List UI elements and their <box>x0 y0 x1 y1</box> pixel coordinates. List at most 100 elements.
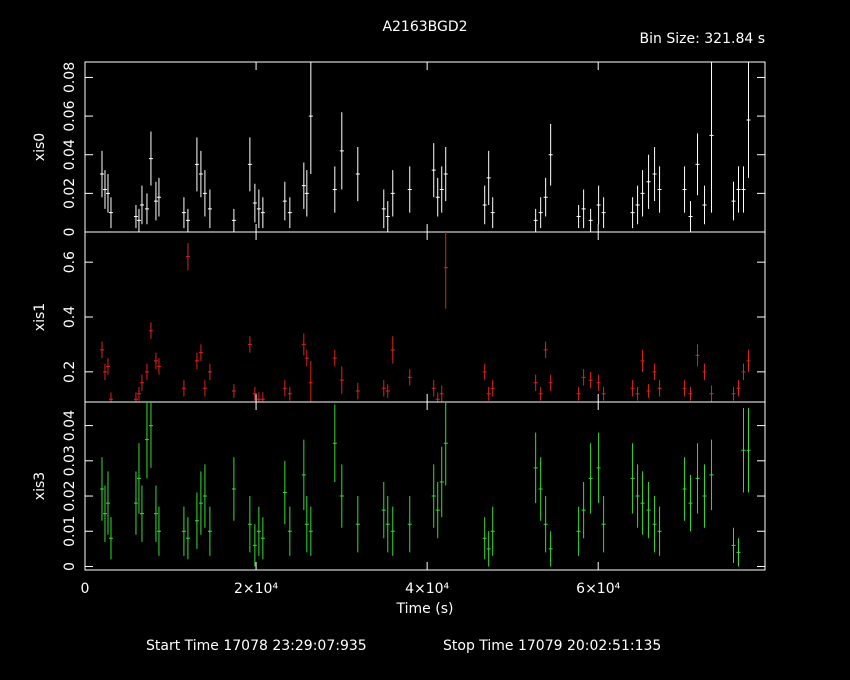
error-bar-point <box>709 385 714 402</box>
error-bar-point <box>482 185 487 225</box>
error-bar-point <box>304 349 309 367</box>
error-bar-point <box>533 374 538 392</box>
error-bar-point <box>148 322 153 339</box>
error-bar-point <box>490 506 495 556</box>
error-bar-point <box>646 481 651 539</box>
error-bar-point <box>231 457 236 521</box>
error-bar-point <box>256 506 261 556</box>
error-bar-point <box>252 524 257 567</box>
error-bar-point <box>194 492 199 549</box>
error-bar-point <box>490 380 495 397</box>
error-bar-point <box>407 166 412 213</box>
error-bar-point <box>231 384 236 398</box>
error-bar-point <box>102 363 107 381</box>
error-bar-point <box>702 464 707 528</box>
error-bar-point <box>741 407 746 493</box>
chart-title: A2163BGD2 <box>382 19 467 35</box>
error-bar-point <box>702 185 707 225</box>
error-bar-point <box>332 349 337 367</box>
error-bar-point <box>702 363 707 381</box>
error-bar-point <box>260 392 265 402</box>
error-bar-point <box>194 137 199 192</box>
error-bar-point <box>596 185 601 225</box>
error-bar-point <box>652 496 657 553</box>
error-bar-point <box>99 457 104 521</box>
error-bar-point <box>439 166 444 213</box>
error-bar-point <box>181 506 186 556</box>
error-bar-point <box>139 374 144 392</box>
error-bar-point <box>133 392 138 402</box>
x-axis-label: Time (s) <box>396 601 454 617</box>
error-bar-point <box>287 386 292 401</box>
error-bar-point <box>486 150 491 205</box>
y-tick-label: 0.6 <box>62 251 78 273</box>
error-bar-point <box>630 380 635 397</box>
error-bar-point <box>731 386 736 401</box>
error-bar-point <box>431 380 436 397</box>
error-bar-point <box>231 208 236 232</box>
error-bar-point <box>746 349 751 372</box>
error-bar-point <box>301 439 306 511</box>
error-bar-point <box>148 131 153 186</box>
y-tick-label: 0.08 <box>62 62 78 93</box>
error-bar-point <box>381 380 386 397</box>
error-bar-point <box>688 386 693 401</box>
error-bar-point <box>657 380 662 397</box>
error-bar-point <box>282 460 287 525</box>
error-bar-point <box>688 201 693 232</box>
error-bar-point <box>102 485 107 542</box>
error-bar-point <box>105 174 110 213</box>
error-bar-point <box>198 344 203 361</box>
error-bar-point <box>99 341 104 359</box>
error-bar-point <box>482 363 487 381</box>
error-bar-point <box>736 380 741 397</box>
panel-frame <box>84 61 766 233</box>
error-bar-point <box>630 197 635 229</box>
error-bar-point <box>247 336 252 353</box>
error-bar-point <box>304 496 309 553</box>
error-bar-point <box>198 150 203 198</box>
y-tick-label: 0.04 <box>62 139 78 170</box>
error-bar-point <box>207 506 212 556</box>
error-bar-point <box>139 485 144 542</box>
error-bar-point <box>695 133 700 196</box>
error-bar-point <box>144 193 149 225</box>
y-tick-label: 0.2 <box>62 361 78 383</box>
error-bar-point <box>390 336 395 364</box>
error-bar-point <box>381 481 386 539</box>
error-bar-point <box>533 432 538 504</box>
error-bar-point <box>709 439 714 511</box>
error-bar-point <box>185 242 190 271</box>
error-bar-point <box>581 189 586 229</box>
error-bar-point <box>256 189 261 229</box>
error-bar-point <box>133 471 138 535</box>
series <box>99 232 751 402</box>
error-bar-point <box>682 457 687 521</box>
error-bar-point <box>185 208 190 232</box>
error-bar-point <box>256 392 261 402</box>
y-axis-label: xis1 <box>32 303 48 331</box>
error-bar-point <box>731 181 736 221</box>
error-bar-point <box>439 385 444 402</box>
error-bar-point <box>355 147 360 202</box>
error-bar-point <box>144 363 149 381</box>
error-bar-point <box>588 208 593 232</box>
error-bar-point <box>443 232 448 309</box>
error-bar-point <box>486 531 491 567</box>
error-bar-point <box>156 506 161 556</box>
error-bar-point <box>435 392 440 402</box>
error-bar-point <box>486 386 491 401</box>
error-bar-point <box>601 386 606 401</box>
x-tick-label: 2×10⁴ <box>234 581 278 597</box>
panel-frame <box>84 401 766 571</box>
error-bar-point <box>736 166 741 213</box>
error-bar-point <box>355 382 360 400</box>
error-bar-point <box>308 62 313 175</box>
error-bar-point <box>181 380 186 397</box>
error-bar-point <box>695 443 700 514</box>
error-bar-point <box>407 369 412 386</box>
bin-size: Bin Size: 321.84 s <box>640 31 765 47</box>
y-tick-label: 0.4 <box>62 306 78 328</box>
